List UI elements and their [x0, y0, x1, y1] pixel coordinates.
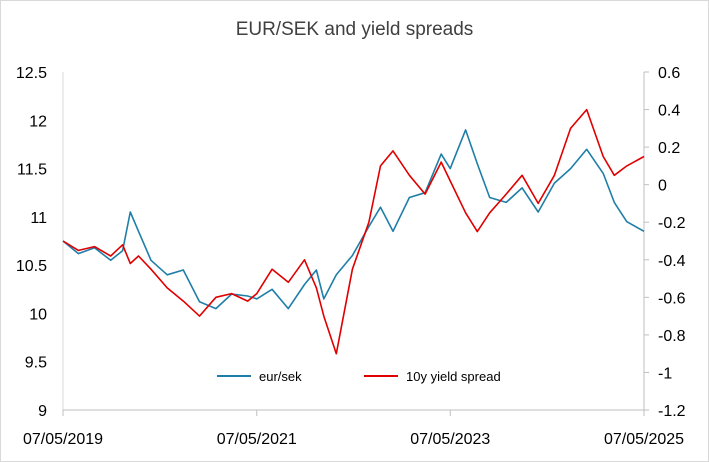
y-tick-label: 11.5: [17, 162, 47, 179]
x-tick-label: 07/05/2019: [23, 431, 103, 448]
y2-tick-label: -1.2: [658, 403, 686, 420]
y2-tick-label: -0.4: [658, 253, 686, 270]
y-tick-label: 9.5: [25, 355, 47, 372]
x-tick-label: 07/05/2021: [217, 431, 297, 448]
y-tick-label: 10: [29, 306, 47, 323]
y-tick-label: 10.5: [16, 258, 47, 275]
chart-title: EUR/SEK and yield spreads: [235, 19, 474, 40]
y-tick-label: 11: [30, 210, 47, 227]
y2-tick-label: 0.6: [658, 65, 680, 82]
y2-tick-label: -0.8: [658, 328, 686, 345]
y2-tick-label: -0.2: [658, 215, 686, 232]
legend-label-eur-sek: eur/sek: [259, 369, 302, 384]
y-tick-label: 12.5: [16, 65, 47, 82]
x-tick-label: 07/05/2023: [410, 431, 490, 448]
series-line-yield-spread: [62, 108, 645, 355]
y2-tick-label: 0.2: [658, 140, 680, 157]
y-tick-label: 9: [38, 403, 47, 420]
legend-label-yield-spread: 10y yield spread: [406, 369, 501, 384]
y2-tick-label: 0.4: [658, 103, 680, 120]
y2-tick-label: 0: [658, 178, 667, 195]
y-tick-label: 12: [29, 113, 47, 130]
y2-tick-label: -0.6: [658, 290, 686, 307]
series-line-eur-sek: [62, 129, 645, 310]
x-tick-label: 07/05/2025: [604, 431, 684, 448]
y2-tick-label: -1: [658, 365, 672, 382]
